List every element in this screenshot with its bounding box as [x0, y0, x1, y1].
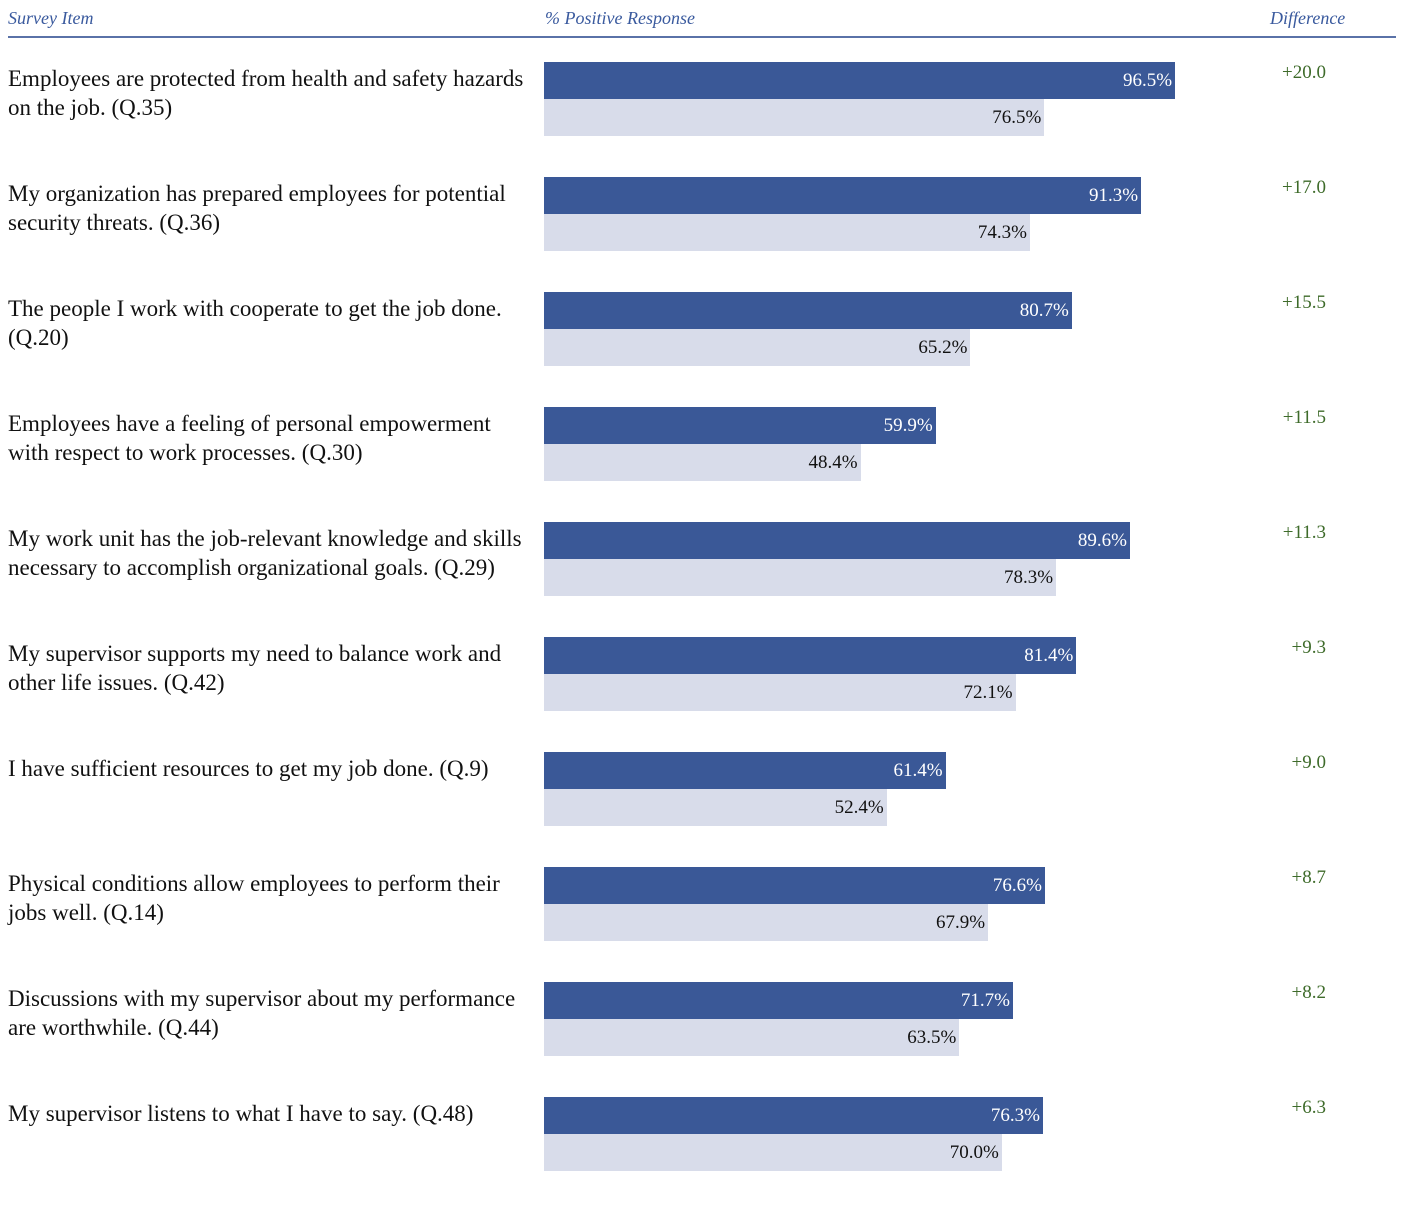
chart-header: Survey Item % Positive Response Differen…	[0, 0, 1404, 38]
bar-value-label: 78.3%	[1004, 567, 1054, 588]
bar-secondary: 78.3%	[544, 559, 1057, 596]
chart-row: My organization has prepared employees f…	[0, 177, 1404, 287]
bar-value-label: 63.5%	[907, 1027, 957, 1048]
bar-value-label: 48.4%	[808, 452, 858, 473]
header-divider	[8, 36, 1396, 38]
difference-value: +20.0	[1282, 62, 1326, 83]
difference-value: +15.5	[1282, 292, 1326, 313]
bar-value-label: 61.4%	[893, 760, 943, 781]
bar-value-label: 70.0%	[949, 1142, 999, 1163]
bar-primary: 96.5%	[544, 62, 1176, 99]
bar-value-label: 59.9%	[883, 415, 933, 436]
bar-primary: 89.6%	[544, 522, 1130, 559]
bar-secondary: 65.2%	[544, 329, 971, 366]
category-label: The people I work with cooperate to get …	[8, 296, 502, 350]
chart-row: I have sufficient resources to get my jo…	[0, 752, 1404, 862]
difference-value: +11.5	[1282, 407, 1326, 428]
category-label: Employees are protected from health and …	[8, 66, 524, 120]
bar-value-label: 81.4%	[1024, 645, 1074, 666]
chart-row: Discussions with my supervisor about my …	[0, 982, 1404, 1092]
chart-row: My supervisor supports my need to balanc…	[0, 637, 1404, 747]
difference-value: +6.3	[1291, 1097, 1326, 1118]
bar-value-label: 76.5%	[992, 107, 1042, 128]
bar-secondary: 74.3%	[544, 214, 1030, 251]
bar-secondary: 67.9%	[544, 904, 989, 941]
bar-primary: 61.4%	[544, 752, 946, 789]
chart-row: The people I work with cooperate to get …	[0, 292, 1404, 402]
bar-secondary: 76.5%	[544, 99, 1045, 136]
chart-row: Physical conditions allow employees to p…	[0, 867, 1404, 977]
difference-value: +8.7	[1291, 867, 1326, 888]
category-label: My work unit has the job-relevant knowle…	[8, 526, 522, 580]
bar-secondary: 70.0%	[544, 1134, 1002, 1171]
bar-secondary: 72.1%	[544, 674, 1016, 711]
bar-value-label: 65.2%	[918, 337, 968, 358]
chart-row: My supervisor listens to what I have to …	[0, 1097, 1404, 1207]
category-label: Physical conditions allow employees to p…	[8, 871, 500, 925]
bar-primary: 71.7%	[544, 982, 1013, 1019]
category-label: My organization has prepared employees f…	[8, 181, 506, 235]
difference-value: +9.0	[1291, 752, 1326, 773]
bar-value-label: 91.3%	[1089, 185, 1139, 206]
bar-primary: 76.3%	[544, 1097, 1043, 1134]
category-label: I have sufficient resources to get my jo…	[8, 756, 489, 781]
bar-value-label: 67.9%	[935, 912, 986, 933]
bar-value-label: 72.1%	[963, 682, 1013, 703]
category-label: My supervisor listens to what I have to …	[8, 1101, 474, 1126]
difference-value: +17.0	[1282, 177, 1326, 198]
header-difference: Difference	[1270, 8, 1346, 28]
bar-primary: 80.7%	[544, 292, 1072, 329]
bar-primary: 81.4%	[544, 637, 1077, 674]
bar-secondary: 52.4%	[544, 789, 887, 826]
difference-value: +9.3	[1291, 637, 1326, 658]
header-pct-positive: % Positive Response	[545, 8, 695, 28]
bar-primary: 59.9%	[544, 407, 936, 444]
bar-chart: Employees are protected from health and …	[0, 62, 1404, 1171]
bar-primary: 91.3%	[544, 177, 1142, 214]
difference-value: +8.2	[1291, 982, 1326, 1003]
bar-primary: 76.6%	[544, 867, 1045, 904]
header-survey-item: Survey Item	[8, 8, 94, 28]
bar-value-label: 80.7%	[1019, 300, 1069, 321]
bar-secondary: 63.5%	[544, 1019, 960, 1056]
bar-value-label: 76.3%	[990, 1105, 1040, 1126]
bar-value-label: 76.6%	[992, 875, 1042, 896]
chart-row: Employees are protected from health and …	[0, 62, 1404, 172]
category-label: Discussions with my supervisor about my …	[8, 986, 516, 1040]
bar-value-label: 96.5%	[1123, 70, 1173, 91]
chart-row: Employees have a feeling of personal emp…	[0, 407, 1404, 517]
category-label: Employees have a feeling of personal emp…	[8, 411, 491, 465]
bar-secondary: 48.4%	[544, 444, 861, 481]
bar-value-label: 71.7%	[960, 990, 1010, 1011]
bar-value-label: 52.4%	[834, 797, 884, 818]
difference-value: +11.3	[1282, 522, 1326, 543]
chart-row: My work unit has the job-relevant knowle…	[0, 522, 1404, 632]
bar-value-label: 74.3%	[977, 222, 1027, 243]
bar-value-label: 89.6%	[1077, 530, 1127, 551]
category-label: My supervisor supports my need to balanc…	[8, 641, 502, 695]
